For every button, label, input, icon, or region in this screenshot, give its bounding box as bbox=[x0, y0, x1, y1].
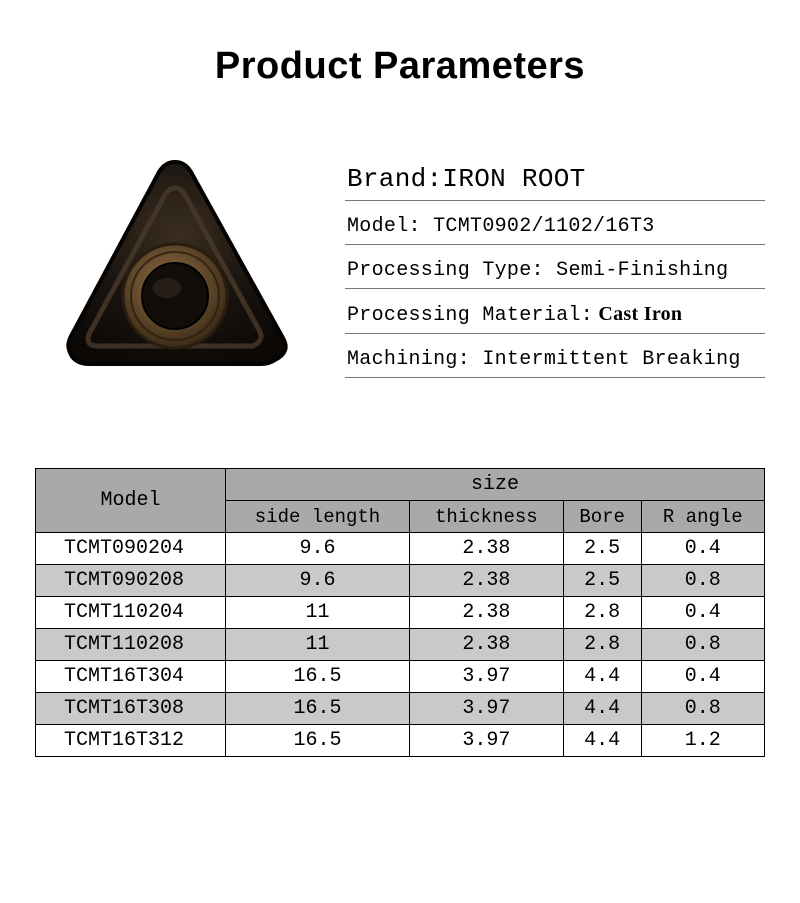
td-r: 0.8 bbox=[641, 565, 764, 597]
table-row: TCMT110208112.382.80.8 bbox=[36, 629, 765, 661]
td-model: TCMT110208 bbox=[36, 629, 226, 661]
th-bore: Bore bbox=[563, 501, 641, 533]
spec-brand: Brand:IRON ROOT bbox=[345, 158, 765, 201]
td-bore: 2.5 bbox=[563, 533, 641, 565]
td-thick: 3.97 bbox=[410, 725, 564, 757]
td-thick: 2.38 bbox=[410, 565, 564, 597]
spec-brand-value: IRON ROOT bbox=[442, 164, 585, 194]
td-r: 0.4 bbox=[641, 597, 764, 629]
spec-brand-label: Brand: bbox=[347, 164, 442, 194]
td-thick: 2.38 bbox=[410, 629, 564, 661]
table-row: TCMT16T30816.53.974.40.8 bbox=[36, 693, 765, 725]
table-row: TCMT0902089.62.382.50.8 bbox=[36, 565, 765, 597]
spec-processing-material: Processing Material: Cast Iron bbox=[345, 297, 765, 334]
spec-processing-type: Processing Type: Semi-Finishing bbox=[345, 253, 765, 289]
top-section: Brand:IRON ROOT Model: TCMT0902/1102/16T… bbox=[35, 148, 765, 388]
td-model: TCMT16T308 bbox=[36, 693, 226, 725]
triangular-insert-image bbox=[45, 148, 305, 388]
th-size: size bbox=[226, 469, 765, 501]
td-bore: 2.8 bbox=[563, 597, 641, 629]
td-model: TCMT090208 bbox=[36, 565, 226, 597]
td-thick: 3.97 bbox=[410, 693, 564, 725]
size-table: Model size side length thickness Bore R … bbox=[35, 468, 765, 757]
spec-machining: Machining: Intermittent Breaking bbox=[345, 342, 765, 378]
td-bore: 4.4 bbox=[563, 693, 641, 725]
table-row: TCMT16T31216.53.974.41.2 bbox=[36, 725, 765, 757]
spec-mach-label: Machining: bbox=[347, 348, 470, 371]
td-side: 16.5 bbox=[226, 693, 410, 725]
td-r: 0.8 bbox=[641, 629, 764, 661]
td-model: TCMT090204 bbox=[36, 533, 226, 565]
spec-ptype-value: Semi-Finishing bbox=[544, 259, 729, 282]
td-bore: 4.4 bbox=[563, 661, 641, 693]
spec-ptype-label: Processing Type: bbox=[347, 259, 544, 282]
td-thick: 2.38 bbox=[410, 597, 564, 629]
td-bore: 2.8 bbox=[563, 629, 641, 661]
th-thickness: thickness bbox=[410, 501, 564, 533]
td-r: 0.4 bbox=[641, 533, 764, 565]
spec-list: Brand:IRON ROOT Model: TCMT0902/1102/16T… bbox=[345, 148, 765, 388]
td-r: 0.8 bbox=[641, 693, 764, 725]
td-bore: 2.5 bbox=[563, 565, 641, 597]
td-side: 9.6 bbox=[226, 533, 410, 565]
th-model: Model bbox=[36, 469, 226, 533]
td-side: 11 bbox=[226, 629, 410, 661]
td-r: 0.4 bbox=[641, 661, 764, 693]
product-image-col bbox=[35, 148, 315, 388]
td-model: TCMT16T304 bbox=[36, 661, 226, 693]
td-r: 1.2 bbox=[641, 725, 764, 757]
table-row: TCMT110204112.382.80.4 bbox=[36, 597, 765, 629]
td-side: 11 bbox=[226, 597, 410, 629]
td-bore: 4.4 bbox=[563, 725, 641, 757]
td-side: 16.5 bbox=[226, 661, 410, 693]
td-model: TCMT16T312 bbox=[36, 725, 226, 757]
td-thick: 3.97 bbox=[410, 661, 564, 693]
td-thick: 2.38 bbox=[410, 533, 564, 565]
table-row: TCMT16T30416.53.974.40.4 bbox=[36, 661, 765, 693]
spec-model-label: Model: bbox=[347, 215, 421, 238]
td-side: 9.6 bbox=[226, 565, 410, 597]
td-side: 16.5 bbox=[226, 725, 410, 757]
spec-model: Model: TCMT0902/1102/16T3 bbox=[345, 209, 765, 245]
table-row: TCMT0902049.62.382.50.4 bbox=[36, 533, 765, 565]
spec-mach-value: Intermittent Breaking bbox=[470, 348, 741, 371]
th-r-angle: R angle bbox=[641, 501, 764, 533]
td-model: TCMT110204 bbox=[36, 597, 226, 629]
page-title: Product Parameters bbox=[35, 45, 765, 88]
spec-pmat-label: Processing Material: bbox=[347, 304, 593, 327]
spec-model-value: TCMT0902/1102/16T3 bbox=[421, 215, 655, 238]
spec-pmat-value: Cast Iron bbox=[593, 303, 682, 325]
th-side-length: side length bbox=[226, 501, 410, 533]
